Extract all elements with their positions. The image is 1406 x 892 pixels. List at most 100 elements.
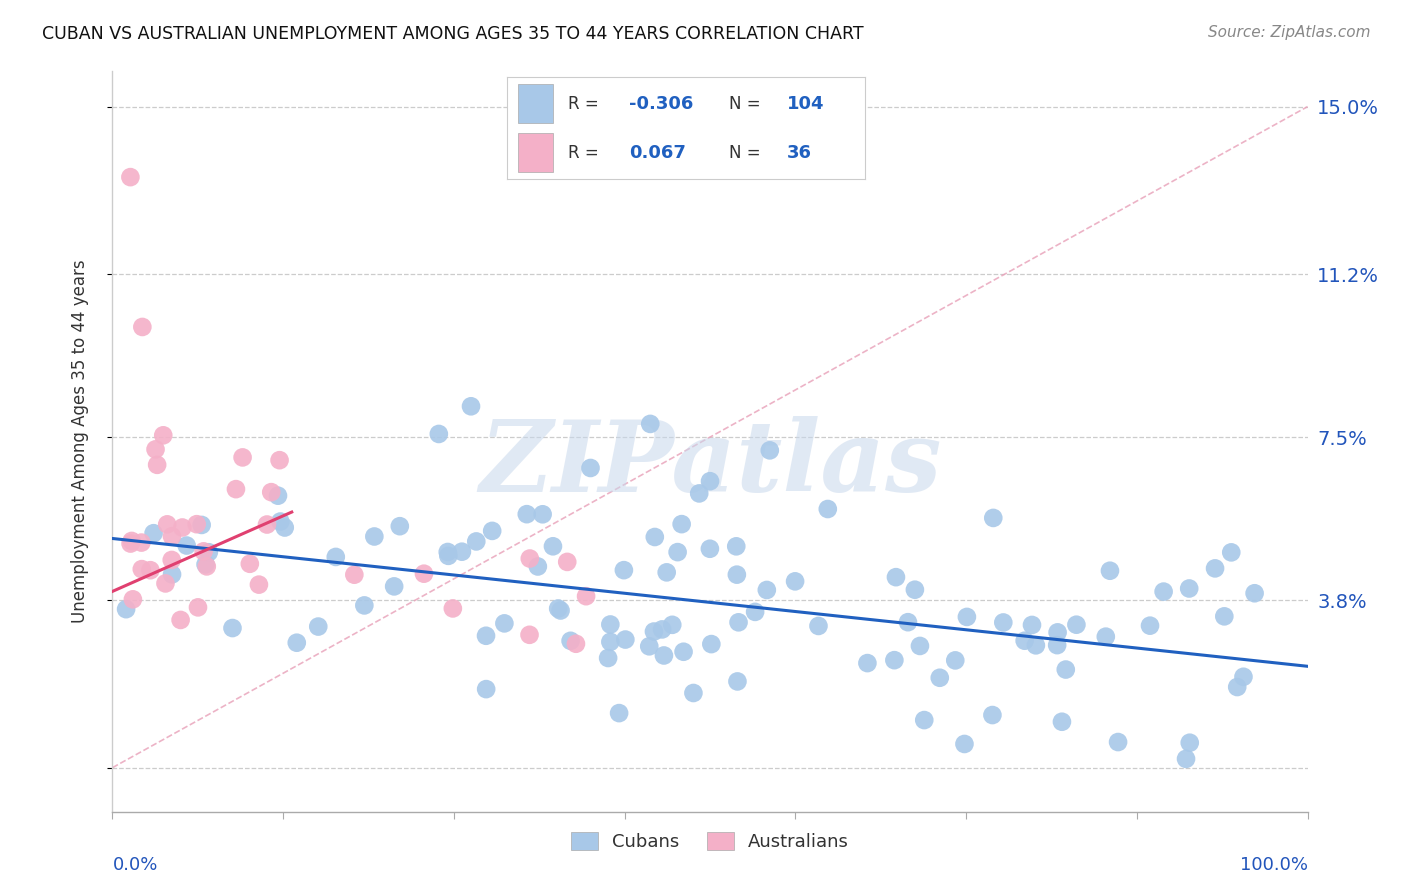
Point xyxy=(912,713,935,727)
Point xyxy=(176,539,198,553)
Point xyxy=(437,549,460,563)
Legend: Cubans, Australians: Cubans, Australians xyxy=(564,824,856,858)
Point xyxy=(661,617,683,632)
Point xyxy=(269,515,291,529)
Point xyxy=(807,619,830,633)
Point xyxy=(928,671,950,685)
Point xyxy=(519,628,541,642)
Point xyxy=(146,458,169,472)
Point xyxy=(640,417,662,431)
Point xyxy=(131,320,153,334)
Point xyxy=(343,567,366,582)
Point xyxy=(225,482,247,496)
Point xyxy=(1213,609,1236,624)
Point xyxy=(388,519,411,533)
Point xyxy=(700,637,723,651)
Point xyxy=(155,576,177,591)
Point xyxy=(441,601,464,615)
Point xyxy=(727,615,749,630)
Point xyxy=(519,551,541,566)
Point xyxy=(451,544,474,558)
Point xyxy=(187,600,209,615)
Point xyxy=(193,544,215,558)
Point xyxy=(1153,584,1175,599)
Point xyxy=(981,511,1004,525)
Point xyxy=(652,648,675,663)
Point xyxy=(607,706,630,720)
Point xyxy=(953,737,976,751)
Point xyxy=(671,517,693,532)
Point xyxy=(599,617,621,632)
Point xyxy=(260,485,283,500)
Point xyxy=(1050,714,1073,729)
Point xyxy=(904,582,927,597)
Point xyxy=(725,539,748,553)
Point xyxy=(382,579,405,593)
Point xyxy=(550,603,572,617)
Point xyxy=(727,674,749,689)
Point xyxy=(956,610,979,624)
Point xyxy=(195,559,218,574)
Point xyxy=(1232,670,1254,684)
Point xyxy=(643,624,665,639)
Point xyxy=(363,529,385,543)
Point xyxy=(1014,633,1036,648)
Point xyxy=(725,567,748,582)
Point xyxy=(194,558,217,572)
Point xyxy=(475,629,498,643)
Point xyxy=(1139,618,1161,632)
Point xyxy=(943,653,966,667)
Point xyxy=(560,633,582,648)
Point xyxy=(1025,638,1047,652)
Point xyxy=(256,517,278,532)
Point xyxy=(413,566,436,581)
Point xyxy=(555,555,578,569)
Point xyxy=(755,582,778,597)
Point xyxy=(172,520,194,534)
Point xyxy=(531,508,554,522)
Point xyxy=(651,623,673,637)
Point xyxy=(1175,752,1198,766)
Point xyxy=(856,656,879,670)
Point xyxy=(614,632,637,647)
Point xyxy=(883,653,905,667)
Point xyxy=(783,574,806,589)
Point xyxy=(169,613,191,627)
Point xyxy=(1046,638,1069,652)
Point xyxy=(139,563,162,577)
Point xyxy=(699,474,721,488)
Point xyxy=(897,615,920,630)
Point xyxy=(527,559,550,574)
Point xyxy=(232,450,254,465)
Point xyxy=(981,708,1004,723)
Point xyxy=(247,577,270,591)
Point xyxy=(599,635,621,649)
Point xyxy=(285,636,308,650)
Point xyxy=(325,549,347,564)
Point xyxy=(1094,630,1116,644)
Text: CUBAN VS AUSTRALIAN UNEMPLOYMENT AMONG AGES 35 TO 44 YEARS CORRELATION CHART: CUBAN VS AUSTRALIAN UNEMPLOYMENT AMONG A… xyxy=(42,25,863,43)
Point xyxy=(1243,586,1265,600)
Point xyxy=(699,541,721,556)
Point xyxy=(575,589,598,603)
Point xyxy=(759,443,782,458)
Point xyxy=(436,545,458,559)
Point xyxy=(131,562,153,576)
Point xyxy=(744,605,766,619)
Point xyxy=(1107,735,1129,749)
Point xyxy=(121,533,143,548)
Point xyxy=(465,534,488,549)
Point xyxy=(1178,736,1201,750)
Point xyxy=(817,502,839,516)
Point xyxy=(541,539,564,553)
Point xyxy=(494,616,516,631)
Text: Source: ZipAtlas.com: Source: ZipAtlas.com xyxy=(1208,25,1371,40)
Text: ZIPatlas: ZIPatlas xyxy=(479,416,941,512)
Point xyxy=(120,170,142,185)
Point xyxy=(120,536,142,550)
Point xyxy=(198,545,221,559)
Point xyxy=(908,639,931,653)
Point xyxy=(115,602,138,616)
Point xyxy=(579,461,602,475)
Point xyxy=(1226,680,1249,694)
